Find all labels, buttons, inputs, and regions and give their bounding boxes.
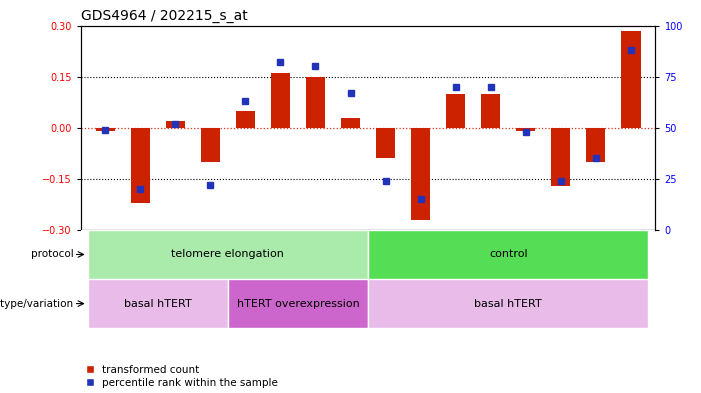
Bar — [95, 128, 115, 131]
Bar — [621, 31, 641, 128]
Bar — [551, 128, 571, 185]
Legend: transformed count, percentile rank within the sample: transformed count, percentile rank withi… — [86, 365, 278, 388]
Text: control: control — [489, 250, 528, 259]
Bar — [368, 279, 648, 328]
Bar — [376, 128, 395, 158]
Bar — [306, 77, 325, 128]
Text: basal hTERT: basal hTERT — [124, 299, 191, 309]
Text: basal hTERT: basal hTERT — [475, 299, 542, 309]
Bar — [88, 230, 368, 279]
Bar — [236, 111, 255, 128]
Text: protocol: protocol — [31, 250, 74, 259]
Text: GDS4964 / 202215_s_at: GDS4964 / 202215_s_at — [81, 9, 247, 23]
Bar — [200, 128, 220, 162]
Bar — [481, 94, 501, 128]
Bar — [446, 94, 465, 128]
Text: hTERT overexpression: hTERT overexpression — [236, 299, 360, 309]
Bar — [411, 128, 430, 220]
Bar — [88, 279, 228, 328]
Bar — [271, 73, 290, 128]
Bar — [341, 118, 360, 128]
Text: telomere elongation: telomere elongation — [171, 250, 285, 259]
Bar — [130, 128, 150, 203]
Bar — [228, 279, 368, 328]
Bar — [516, 128, 536, 131]
Bar — [368, 230, 648, 279]
Text: genotype/variation: genotype/variation — [0, 299, 74, 309]
Bar — [586, 128, 606, 162]
Bar — [165, 121, 185, 128]
